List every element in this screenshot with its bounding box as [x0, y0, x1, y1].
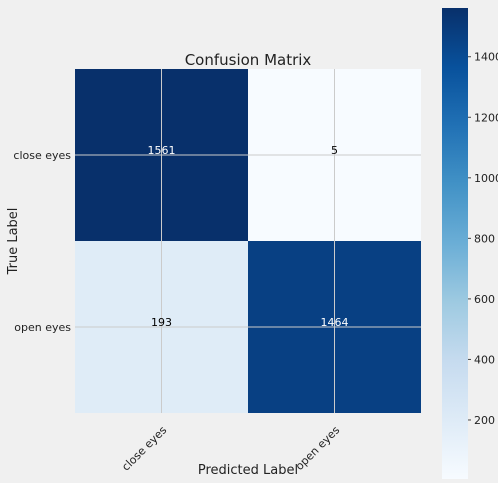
colorbar-tick-label: 800	[474, 232, 495, 245]
y-axis-label: True Label	[6, 208, 21, 276]
colorbar-tick-label: 600	[474, 293, 495, 306]
y-tick-label: close eyes	[13, 149, 71, 162]
colorbar-tick-labels: 200 400 600 800 1000 1200 1400	[468, 51, 498, 427]
colorbar-tick-label: 1200	[474, 111, 498, 124]
cell-value-labels: 1561 5 193 1464	[148, 144, 349, 329]
grid-lines	[75, 69, 421, 413]
colorbar-tick-label: 1400	[474, 51, 498, 64]
cell-value-label: 1561	[148, 144, 176, 157]
cell-value-label: 193	[151, 316, 172, 329]
chart-title: Confusion Matrix	[185, 51, 312, 69]
colorbar-tick-label: 1000	[474, 172, 498, 185]
colorbar-tick-label: 400	[474, 353, 495, 366]
y-tick-label: open eyes	[14, 321, 71, 334]
colorbar-tick-label: 200	[474, 414, 495, 427]
colorbar	[442, 8, 468, 479]
cell-value-label: 1464	[321, 316, 349, 329]
cell-value-label: 5	[331, 144, 338, 157]
y-tick-labels: close eyes open eyes	[13, 149, 71, 334]
heatmap-cells	[75, 69, 421, 413]
x-axis-label: Predicted Label	[198, 463, 298, 478]
